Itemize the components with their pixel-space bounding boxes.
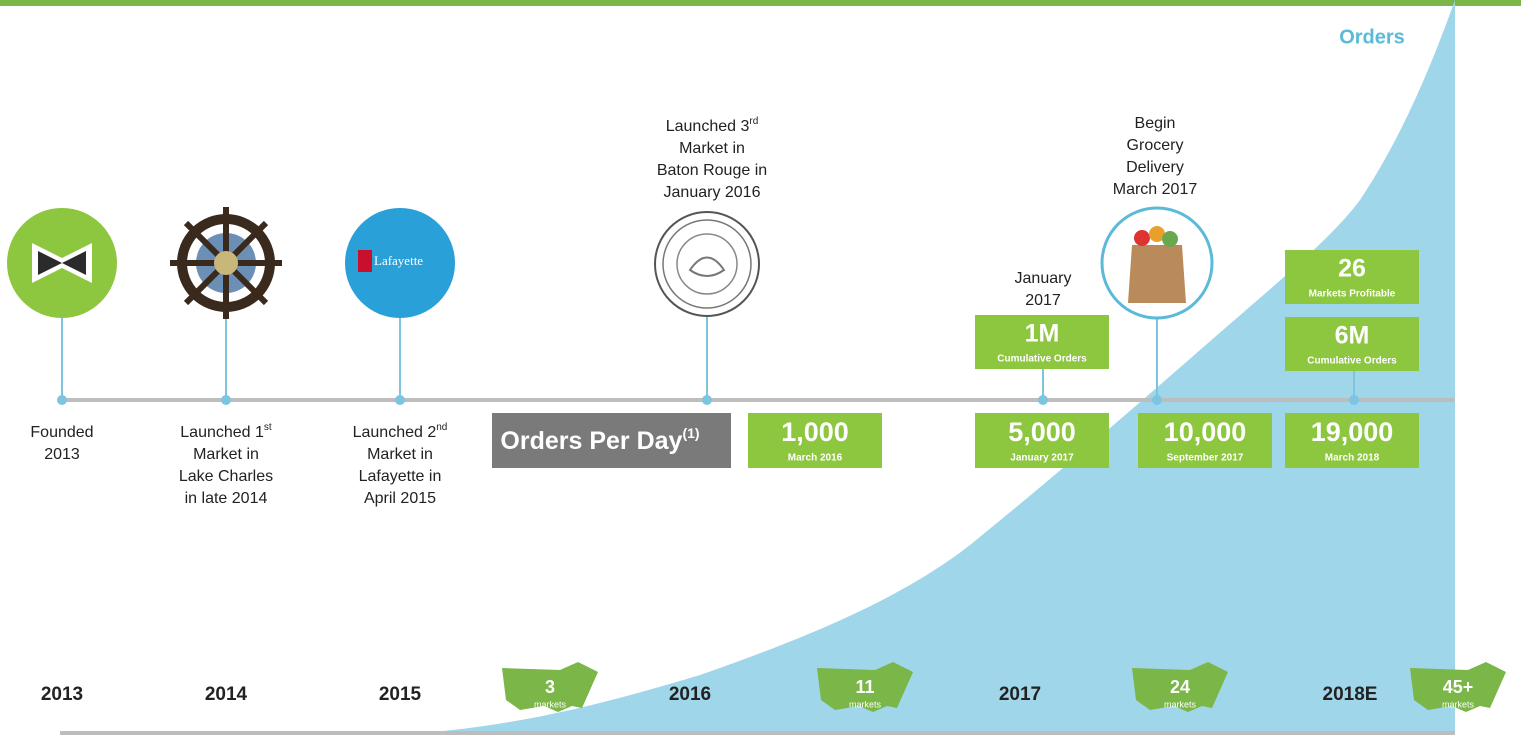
milestone-line: 2017	[1025, 292, 1061, 309]
market-label: markets	[1442, 699, 1475, 709]
stat-label: Cumulative Orders	[997, 354, 1087, 365]
market-label: markets	[849, 699, 882, 709]
stat-box	[975, 315, 1109, 369]
stat-box	[1285, 250, 1419, 304]
stat-value: 26	[1338, 255, 1366, 283]
label-sup: (1)	[682, 425, 699, 441]
milestone-line: Market in	[193, 446, 259, 463]
grocery-icon	[1100, 206, 1214, 320]
milestone-line: Delivery	[1126, 159, 1184, 176]
milestone-text: January 2016	[664, 184, 761, 201]
connectors	[61, 316, 1355, 400]
milestone-line: Launched 1st	[180, 422, 272, 442]
orders-area	[420, 0, 1455, 733]
orders-box	[748, 413, 882, 468]
milestone-line: Market in	[679, 140, 745, 157]
milestone-line: Grocery	[1127, 137, 1184, 154]
milestone-line: Founded	[30, 424, 93, 441]
market-label: markets	[1164, 699, 1197, 709]
milestone-text: Begin	[1135, 115, 1176, 132]
us-map	[1132, 662, 1228, 712]
orders-box	[975, 413, 1109, 468]
stat-value: 1M	[1025, 320, 1060, 348]
timeline-dots	[57, 395, 1359, 405]
area-label: Orders	[1339, 26, 1405, 48]
orders-date: September 2017	[1167, 453, 1244, 464]
label-text: Orders Per Day	[500, 427, 682, 455]
market-count: 3	[545, 677, 555, 697]
orders-date: January 2017	[1010, 453, 1074, 464]
us-map	[817, 662, 913, 712]
milestone-line: Launched 2nd	[353, 422, 448, 442]
milestone-sup: nd	[436, 422, 447, 433]
us-map	[502, 662, 598, 712]
orders-date: March 2016	[788, 453, 843, 464]
orders-value: 10,000	[1164, 417, 1247, 447]
milestone-line: Lake Charles	[179, 468, 273, 485]
milestone-sup: rd	[749, 116, 758, 127]
milestone-text: Launched 3	[666, 118, 750, 135]
milestone-text: in late 2014	[185, 490, 268, 507]
milestone-line: March 2017	[1113, 181, 1198, 198]
milestone-text: Delivery	[1126, 159, 1184, 176]
year-label: 2017	[999, 684, 1041, 705]
milestone-text: January	[1015, 270, 1072, 287]
us-map	[1410, 662, 1506, 712]
orders-value: 1,000	[781, 417, 849, 447]
milestone-sup: st	[264, 422, 272, 433]
logo-lafayette: Lafayette	[345, 208, 455, 318]
milestone-text: March 2017	[1113, 181, 1198, 198]
market-count: 45+	[1443, 677, 1474, 697]
logo-founded	[7, 208, 117, 318]
milestone-text: 2017	[1025, 292, 1061, 309]
milestone-line: Baton Rouge in	[657, 162, 767, 179]
stat-label: Markets Profitable	[1309, 289, 1396, 300]
year-label: 2016	[669, 684, 711, 705]
top-bar	[0, 0, 1521, 6]
orders-per-day-label: Orders Per Day(1)	[500, 425, 699, 455]
stat-box	[1285, 317, 1419, 371]
market-label: markets	[534, 699, 567, 709]
milestone-text: Grocery	[1127, 137, 1184, 154]
milestone-text: 2013	[44, 446, 80, 463]
milestone-text: Market in	[193, 446, 259, 463]
orders-per-day-box	[492, 413, 731, 468]
stat-value: 6M	[1335, 322, 1370, 350]
milestone-line: January	[1015, 270, 1072, 287]
year-label: 2018E	[1323, 684, 1378, 705]
milestone-line: Begin	[1135, 115, 1176, 132]
seal-lake-charles	[170, 207, 282, 319]
year-label: 2013	[41, 684, 83, 705]
orders-date: March 2018	[1325, 453, 1380, 464]
orders-value: 5,000	[1008, 417, 1076, 447]
milestone-line: Lafayette in	[359, 468, 442, 485]
year-label: 2014	[205, 684, 248, 705]
milestone-text: April 2015	[364, 490, 436, 507]
orders-value: 19,000	[1311, 417, 1394, 447]
orders-box	[1138, 413, 1272, 468]
milestone-text: Founded	[30, 424, 93, 441]
orders-box	[1285, 413, 1419, 468]
milestone-text: Market in	[679, 140, 745, 157]
milestone-text: Launched 2	[353, 424, 437, 441]
year-label: 2015	[379, 684, 422, 705]
milestone-line: 2013	[44, 446, 80, 463]
milestone-line: April 2015	[364, 490, 436, 507]
milestone-text: Baton Rouge in	[657, 162, 767, 179]
milestone-text: Lake Charles	[179, 468, 273, 485]
milestone-line: January 2016	[664, 184, 761, 201]
milestone-line: Market in	[367, 446, 433, 463]
milestone-text: Lafayette in	[359, 468, 442, 485]
market-count: 24	[1170, 677, 1190, 697]
market-count: 11	[855, 677, 874, 697]
seal-baton-rouge	[654, 211, 760, 317]
milestone-text: Launched 1	[180, 424, 264, 441]
milestone-line: in late 2014	[185, 490, 268, 507]
logo-text: Lafayette	[374, 253, 423, 268]
milestone-text: Market in	[367, 446, 433, 463]
stat-label: Cumulative Orders	[1307, 356, 1397, 367]
milestone-line: Launched 3rd	[666, 116, 759, 136]
